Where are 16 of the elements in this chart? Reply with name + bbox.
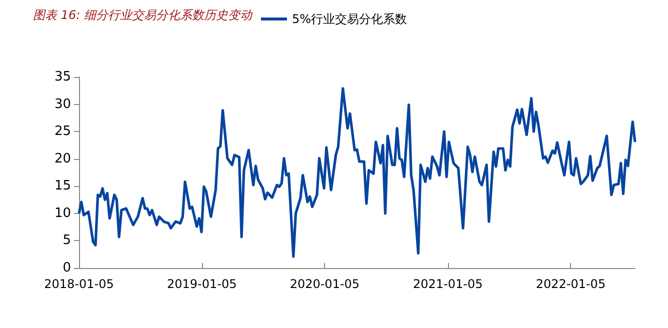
x-tick-label: 2020-01-05: [290, 277, 360, 291]
x-tick-label: 2021-01-05: [412, 277, 483, 291]
line-series: [78, 87, 636, 258]
y-tick-label: 0: [62, 260, 71, 276]
y-tick-label: 30: [54, 96, 71, 112]
y-tick-label: 10: [54, 206, 71, 221]
y-tick-label: 35: [54, 70, 71, 84]
x-tick-label: 2018-01-05: [44, 277, 114, 291]
y-tick-label: 20: [54, 151, 71, 166]
legend-label: 5%行业交易分化系数: [292, 12, 408, 26]
y-tick-label: 25: [54, 124, 71, 140]
y-tick-label: 5: [62, 233, 71, 248]
x-tick-label: 2022-01-05: [536, 277, 606, 291]
y-tick-label: 15: [54, 178, 71, 194]
chart-title: 图表 16: 细分行业交易分化系数历史变动: [33, 8, 253, 22]
x-tick-label: 2019-01-05: [166, 277, 237, 291]
